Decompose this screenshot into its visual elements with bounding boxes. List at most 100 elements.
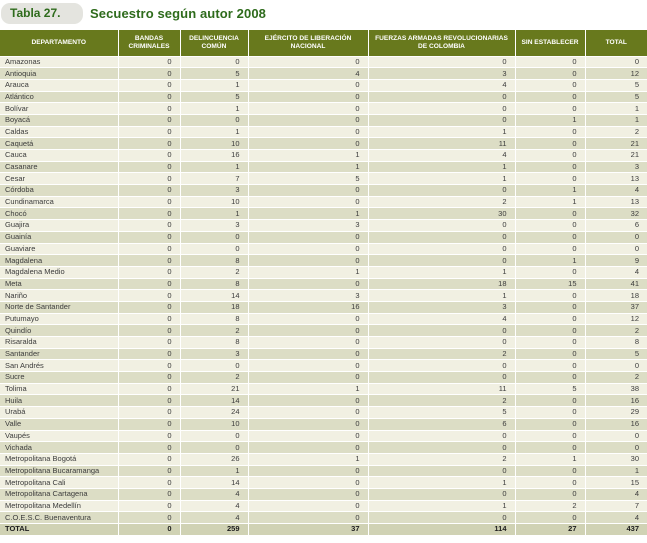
table-row: Caldas 0 1 0 1 0 2 [0,126,647,139]
value-cell: 0 [118,161,181,174]
value-cell: 0 [585,56,647,69]
table-row: Guaviare 0 0 0 0 0 0 [0,243,647,256]
value-cell: 0 [248,418,369,431]
value-cell: 12 [585,313,647,326]
value-cell: 0 [368,219,516,232]
value-cell: 0 [515,430,586,443]
value-cell: 0 [180,231,249,244]
value-cell: 30 [585,453,647,466]
value-cell: 8 [585,336,647,349]
value-cell: 4 [248,67,369,80]
table-row: Risaralda 0 8 0 0 0 8 [0,336,647,349]
value-cell: 0 [118,383,181,396]
table-row: Huila 0 14 0 2 0 16 [0,394,647,408]
value-cell: 0 [118,430,181,443]
table-title: Secuestro según autor 2008 [90,6,266,21]
department-cell: Chocó [0,207,119,221]
value-cell: 0 [515,441,586,454]
table-row: Metropolitana Bogotá 0 26 1 2 1 30 [0,453,647,466]
value-cell: 0 [248,126,369,139]
value-cell: 4 [585,488,647,501]
data-table: DEPARTAMENTO BANDAS CRIMINALES DELINCUENCI… [0,30,647,536]
department-cell: Nariño [0,289,119,302]
value-cell: 0 [515,371,586,384]
value-cell: 15 [515,278,586,291]
department-cell: Vaupés [0,430,119,443]
table-row: C.O.E.S.C. Buenaventura 0 4 0 0 0 4 [0,511,647,524]
value-cell: 1 [248,207,369,221]
value-cell: 0 [515,394,586,408]
value-cell: 21 [180,383,249,396]
department-cell: Quindío [0,324,119,337]
table-row: Putumayo 0 8 0 4 0 12 [0,313,647,326]
table-row: Córdoba 0 3 0 0 1 4 [0,184,647,197]
value-cell: 1 [180,102,249,115]
value-cell: 0 [515,359,586,373]
value-cell: 11 [368,137,516,150]
value-cell: 0 [585,231,647,244]
value-cell: 29 [585,406,647,419]
value-cell: 10 [180,137,249,150]
column-header: FUERZAS ARMADAS REVOLUCIONARIAS DE COLOM… [368,30,516,57]
value-cell: 0 [118,91,181,104]
value-cell: 7 [180,172,249,186]
value-cell: 0 [515,67,586,80]
value-cell: 0 [118,511,181,524]
value-cell: 1 [368,266,516,279]
value-cell: 259 [180,523,249,536]
value-cell: 26 [180,453,249,466]
value-cell: 0 [368,371,516,384]
value-cell: 0 [118,102,181,115]
department-cell: Casanare [0,161,119,174]
value-cell: 1 [515,184,586,197]
department-cell: Boyacá [0,114,119,127]
value-cell: 0 [118,219,181,232]
department-cell: San Andrés [0,359,119,373]
department-cell: Urabá [0,406,119,419]
value-cell: 1 [180,79,249,92]
department-cell: Guaviare [0,243,119,256]
value-cell: 0 [368,91,516,104]
department-cell: Caldas [0,126,119,139]
value-cell: 5 [368,406,516,419]
value-cell: 0 [118,114,181,127]
value-cell: 3 [248,219,369,232]
department-cell: Arauca [0,79,119,92]
value-cell: 3 [248,289,369,302]
department-cell: Cesar [0,172,119,186]
table-row: Atlántico 0 5 0 0 0 5 [0,91,647,104]
department-cell: Cundinamarca [0,196,119,209]
value-cell: 0 [248,184,369,197]
value-cell: 0 [368,184,516,197]
department-cell: Metropolitana Bucaramanga [0,465,119,478]
value-cell: 0 [248,324,369,337]
value-cell: 1 [248,161,369,174]
table-row: Magdalena 0 8 0 0 1 9 [0,254,647,267]
value-cell: 38 [585,383,647,396]
value-cell: 1 [585,102,647,115]
value-cell: 32 [585,207,647,221]
table-row: Quindío 0 2 0 0 0 2 [0,324,647,337]
value-cell: 2 [180,371,249,384]
value-cell: 0 [368,511,516,524]
value-cell: 9 [585,254,647,267]
value-cell: 0 [368,465,516,478]
value-cell: 8 [180,278,249,291]
value-cell: 0 [368,231,516,244]
value-cell: 14 [180,394,249,408]
value-cell: 0 [515,137,586,150]
value-cell: 0 [248,336,369,349]
value-cell: 0 [515,289,586,302]
value-cell: 0 [248,371,369,384]
table-row: Metropolitana Cali 0 14 0 1 0 15 [0,476,647,489]
department-cell: Córdoba [0,184,119,197]
value-cell: 0 [118,418,181,431]
value-cell: 1 [515,196,586,209]
value-cell: 4 [180,500,249,513]
column-header: EJÉRCITO DE LIBERACIÓN NACIONAL [248,30,369,57]
column-header: DEPARTAMENTO [0,30,119,57]
value-cell: 0 [248,196,369,209]
value-cell: 0 [118,137,181,150]
value-cell: 0 [515,511,586,524]
value-cell: 1 [368,126,516,139]
